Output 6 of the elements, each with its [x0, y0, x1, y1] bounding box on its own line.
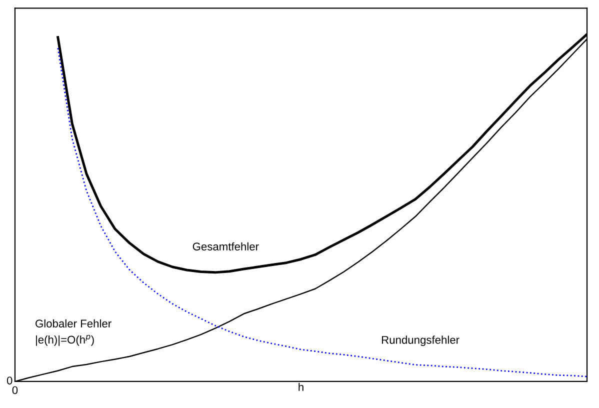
text: 0	[6, 376, 12, 384]
text: 0	[12, 386, 18, 394]
series-label: Globaler Fehler |e(h)|=O(h$^{p}$)	[36, 319, 112, 346]
x-axis-title: h	[298, 382, 304, 391]
series-label: Rundungsfehler	[382, 336, 460, 346]
series-label: Gesamtfehler	[192, 242, 259, 250]
